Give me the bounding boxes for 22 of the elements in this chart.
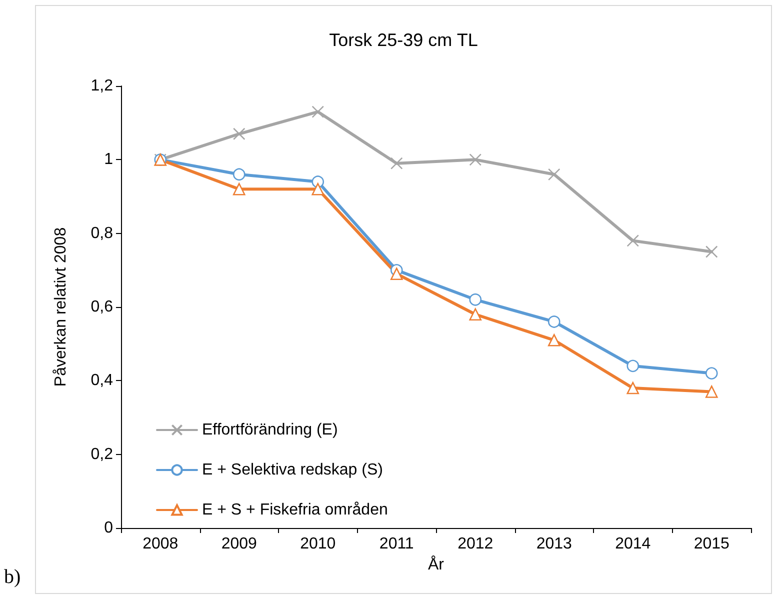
x-tick-label: 2011: [379, 536, 414, 552]
y-tick-label: 1: [104, 151, 114, 168]
x-tick-label: 2009: [221, 536, 258, 552]
x-tick-label: 2013: [536, 536, 572, 552]
legend-label: E + S + Fiskefria områden: [202, 502, 388, 518]
y-tick-label: 0,6: [90, 298, 114, 316]
x-tick-label: 2015: [694, 536, 730, 552]
x-axis-title: År: [428, 555, 445, 574]
x-tick-label: 2010: [300, 536, 336, 552]
y-tick-label: 0,8: [90, 224, 114, 242]
legend-label: E + Selektiva redskap (S): [202, 462, 383, 478]
legend-label: Effortförändring (E): [202, 422, 338, 438]
chart-title: Torsk 25-39 cm TL: [329, 30, 478, 50]
x-tick-label: 2008: [142, 536, 178, 552]
x-tick-label: 2014: [615, 536, 651, 552]
y-tick-label: 0,4: [90, 372, 114, 390]
y-tick-label: 1,2: [90, 78, 114, 94]
text: b): [4, 566, 21, 589]
y-tick-label: 0: [104, 520, 114, 536]
x-tick-label: 2012: [458, 536, 494, 552]
y-tick-label: 0,2: [90, 446, 114, 463]
y-axis-title: Påverkan relativt 2008: [52, 227, 70, 387]
